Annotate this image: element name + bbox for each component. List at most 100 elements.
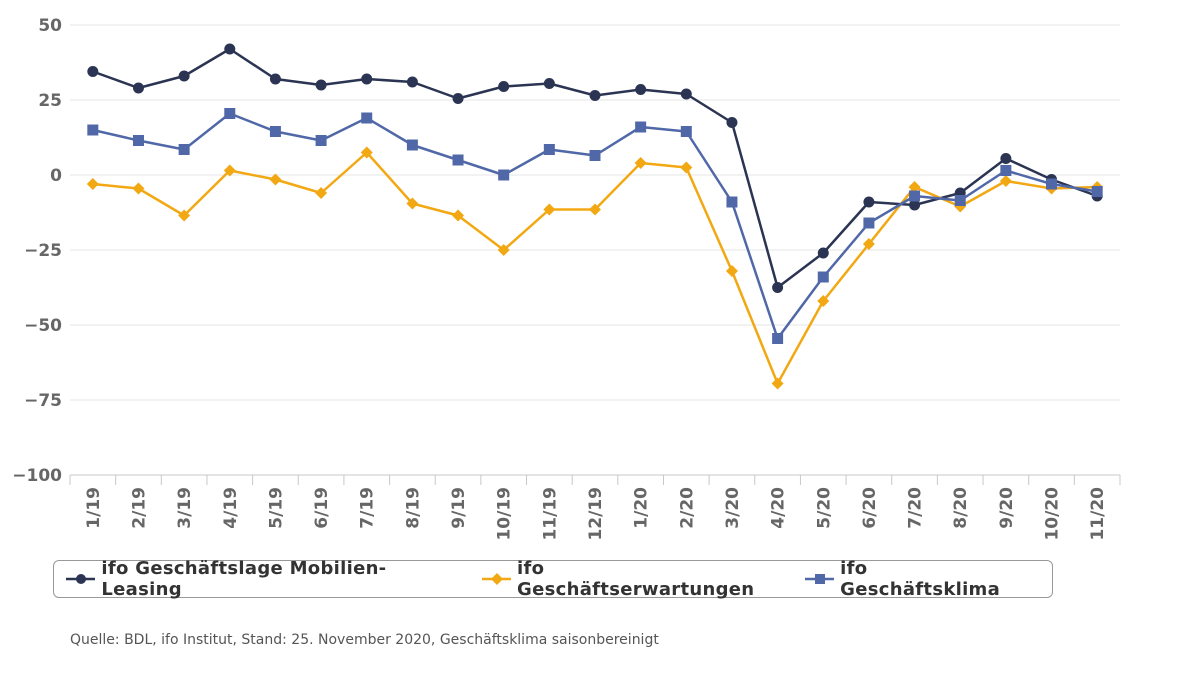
legend-marker-diamond-icon xyxy=(481,573,512,585)
data-point[interactable] xyxy=(543,78,555,89)
data-point[interactable] xyxy=(817,271,829,283)
legend-label: ifo Geschäftsklima xyxy=(840,558,1001,600)
legend-marker-circle-icon xyxy=(66,574,96,584)
data-point[interactable] xyxy=(315,135,327,146)
data-point[interactable] xyxy=(999,175,1012,187)
y-tick-label: 50 xyxy=(38,16,62,36)
data-point[interactable] xyxy=(543,203,556,216)
y-axis: 50 25 0 −25 −50 −75 −100 xyxy=(12,16,62,486)
data-point[interactable] xyxy=(178,70,190,82)
data-point[interactable] xyxy=(452,154,464,166)
data-point[interactable] xyxy=(817,247,829,259)
x-tick-label: 12/19 xyxy=(586,487,606,541)
series-2 xyxy=(86,146,1104,390)
data-point[interactable] xyxy=(132,135,144,146)
data-point[interactable] xyxy=(178,209,191,222)
data-point[interactable] xyxy=(452,93,464,104)
data-point[interactable] xyxy=(680,126,692,137)
y-tick-label: 0 xyxy=(50,166,62,186)
data-point[interactable] xyxy=(726,117,738,128)
data-point[interactable] xyxy=(863,196,875,208)
data-point[interactable] xyxy=(406,197,419,210)
data-point[interactable] xyxy=(862,238,875,250)
source-note: Quelle: BDL, ifo Institut, Stand: 25. No… xyxy=(70,632,659,648)
data-point[interactable] xyxy=(1091,186,1103,197)
data-point[interactable] xyxy=(1000,165,1012,176)
x-axis: 1/19 2/19 3/19 4/19 5/19 6/19 7/19 8/19 9/19 10/1… xyxy=(69,474,1121,541)
data-point[interactable] xyxy=(589,90,601,101)
data-point[interactable] xyxy=(772,333,784,344)
data-point[interactable] xyxy=(224,108,236,119)
data-point[interactable] xyxy=(315,187,328,199)
data-point[interactable] xyxy=(87,66,99,77)
data-point[interactable] xyxy=(635,121,647,133)
data-point[interactable] xyxy=(589,203,601,216)
legend-label: ifo Geschäftslage Mobilien-Leasing xyxy=(101,558,387,600)
legend-item-geschaeftslage[interactable]: ifo Geschäftslage Mobilien-Leasing xyxy=(66,558,460,600)
data-point[interactable] xyxy=(543,144,555,155)
data-point[interactable] xyxy=(680,161,693,174)
x-tick-label: 4/20 xyxy=(769,487,789,529)
x-tick-label: 1/19 xyxy=(84,487,104,529)
x-tick-label: 4/19 xyxy=(221,487,241,529)
x-tick-label: 2/20 xyxy=(677,487,697,529)
data-point[interactable] xyxy=(634,157,647,169)
data-point[interactable] xyxy=(1046,178,1058,190)
data-point[interactable] xyxy=(269,126,281,137)
data-point[interactable] xyxy=(498,81,510,92)
data-point[interactable] xyxy=(86,178,99,190)
data-point[interactable] xyxy=(725,265,738,277)
data-point[interactable] xyxy=(87,124,99,136)
legend-label: ifo Geschäftserwartungen xyxy=(517,558,755,600)
x-tick-label: 10/19 xyxy=(495,487,515,541)
data-point[interactable] xyxy=(771,377,784,390)
y-tick-label: −50 xyxy=(24,316,62,336)
x-tick-label: 5/19 xyxy=(266,487,286,529)
x-tick-label: 11/19 xyxy=(540,487,560,541)
data-point[interactable] xyxy=(863,217,875,229)
data-point[interactable] xyxy=(132,182,145,195)
data-point[interactable] xyxy=(406,139,418,151)
legend: ifo Geschäftslage Mobilien-Leasing ifo G… xyxy=(53,558,1053,600)
data-point[interactable] xyxy=(498,169,510,181)
data-point[interactable] xyxy=(315,79,327,91)
legend-item-geschaeftserwartungen[interactable]: ifo Geschäftserwartungen xyxy=(481,558,783,600)
data-point[interactable] xyxy=(406,76,418,88)
y-tick-label: −25 xyxy=(24,241,62,261)
data-point[interactable] xyxy=(223,164,236,177)
series-1 xyxy=(87,43,1103,293)
x-tick-label: 5/20 xyxy=(814,487,834,529)
legend-item-geschaeftsklima[interactable]: ifo Geschäftsklima xyxy=(804,558,1030,600)
data-point[interactable] xyxy=(589,150,601,161)
data-point[interactable] xyxy=(680,88,692,100)
data-point[interactable] xyxy=(360,146,373,159)
data-point[interactable] xyxy=(224,43,236,55)
x-tick-label: 1/20 xyxy=(632,487,652,529)
data-point[interactable] xyxy=(361,112,373,124)
data-point[interactable] xyxy=(269,173,282,186)
data-point[interactable] xyxy=(452,209,465,222)
data-point[interactable] xyxy=(178,144,190,155)
data-point[interactable] xyxy=(1000,153,1012,164)
data-point[interactable] xyxy=(361,73,373,85)
data-point[interactable] xyxy=(954,195,966,206)
data-point[interactable] xyxy=(909,199,921,211)
data-point[interactable] xyxy=(132,82,144,94)
data-point[interactable] xyxy=(497,244,510,256)
x-tick-label: 7/19 xyxy=(358,487,378,529)
data-point[interactable] xyxy=(726,196,738,208)
x-tick-label: 10/20 xyxy=(1043,487,1063,541)
y-tick-label: 25 xyxy=(38,91,62,111)
y-tick-label: −100 xyxy=(12,466,62,486)
data-point[interactable] xyxy=(269,73,281,85)
grid-lines xyxy=(70,24,1120,401)
data-point[interactable] xyxy=(635,84,647,95)
data-point[interactable] xyxy=(772,282,784,293)
data-point[interactable] xyxy=(817,295,830,307)
legend-marker-square-icon xyxy=(804,574,835,584)
data-point[interactable] xyxy=(909,190,921,202)
x-tick-label: 8/20 xyxy=(951,487,971,529)
x-tick-label: 7/20 xyxy=(906,487,926,529)
data-point[interactable] xyxy=(908,181,921,193)
x-tick-label: 6/20 xyxy=(860,487,880,529)
